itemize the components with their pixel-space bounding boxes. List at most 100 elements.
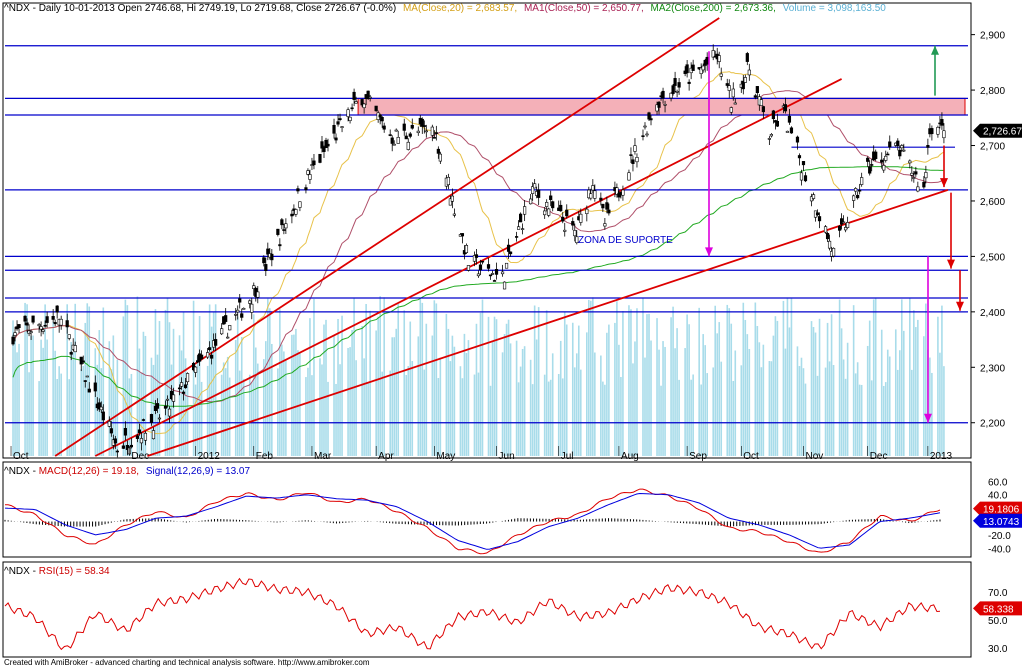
volume-bar (14, 337, 16, 456)
candle-body (645, 133, 649, 136)
volume-bar (463, 333, 466, 456)
candle-body (621, 189, 625, 196)
volume-bar (686, 314, 688, 456)
volume-bar (70, 341, 73, 456)
price-y-tick-label: 2,600 (980, 197, 1005, 208)
volume-bar (551, 353, 554, 456)
candle-body (523, 206, 527, 215)
volume-bar (770, 361, 773, 456)
volume-bar (802, 368, 805, 456)
magenta-down-arrow-2-head (924, 413, 932, 423)
candle-body (561, 216, 565, 222)
macd-header: ^NDX - MACD(12,26) = 19.18, Signal(12,26… (4, 466, 250, 477)
trend-line (147, 189, 949, 457)
volume-bar (142, 331, 145, 456)
volume-bar (760, 367, 763, 456)
volume-bar (431, 335, 434, 456)
candle-body (394, 129, 398, 132)
candle-body (755, 86, 759, 94)
volume-bar (579, 369, 582, 456)
candle-body (795, 136, 800, 143)
candle-body (306, 170, 310, 175)
candle-body (348, 116, 352, 121)
candle-body (382, 125, 386, 130)
volume-bar (283, 351, 285, 456)
candle-body (671, 85, 675, 94)
candle-body (753, 95, 757, 98)
candle-body (663, 103, 667, 106)
candle-body (51, 316, 55, 320)
volume-bar (872, 299, 875, 456)
candle-body (298, 201, 302, 208)
volume-bar (882, 385, 885, 456)
volume-bar (758, 342, 761, 456)
volume-bar (271, 343, 273, 456)
candle-body (930, 128, 934, 135)
candle-body (408, 133, 412, 137)
volume-bar (417, 336, 420, 456)
volume-bar (94, 348, 97, 456)
volume-bar (281, 344, 283, 456)
volume-bar (130, 373, 133, 456)
candle-body (801, 161, 806, 166)
candle-body (137, 429, 142, 434)
rsi-y-tick-label: 50.0 (988, 616, 1008, 627)
volume-bar (196, 356, 199, 456)
volume-bar (660, 385, 662, 456)
volume-bar (642, 298, 644, 456)
volume-bar (403, 310, 406, 456)
volume-bar (411, 361, 414, 456)
volume-bar (774, 316, 777, 456)
volume-bar (285, 359, 287, 456)
volume-bar (688, 324, 690, 456)
volume-bar (421, 302, 424, 456)
volume-bar (140, 372, 143, 456)
candle-body (336, 121, 340, 125)
volume-bar (716, 333, 719, 456)
volume-bar (768, 361, 771, 456)
volume-bar (30, 335, 32, 456)
volume-bar (186, 384, 189, 456)
volume-bar (491, 341, 494, 456)
candle-body (224, 315, 228, 322)
candle-body (852, 195, 856, 201)
volume-bar (531, 384, 534, 456)
candle-body (591, 185, 595, 191)
candle-body (643, 125, 647, 128)
volume-bar (475, 323, 478, 456)
candle-body (368, 96, 372, 99)
candle-body (374, 105, 378, 112)
candle-body (655, 104, 659, 112)
candle-body (478, 264, 483, 271)
candle-body (262, 257, 266, 264)
volume-bar (321, 364, 323, 456)
volume-bar (559, 340, 562, 456)
volume-bar (150, 357, 153, 456)
volume-bar (377, 316, 379, 456)
volume-bar (319, 358, 321, 456)
candle-body (191, 362, 196, 371)
candle-body (916, 186, 920, 192)
candle-body (238, 298, 242, 303)
volume-bar (830, 314, 833, 456)
candle-body (446, 176, 450, 186)
candle-body (352, 91, 356, 100)
volume-bar (690, 379, 692, 456)
volume-bar (523, 346, 526, 456)
candle-body (143, 432, 148, 441)
header-prefix: ^NDX - Daily 10-01-2013 Open 2746.68, Hi… (4, 3, 396, 14)
header-volume: Volume = 3,098,163.50 (783, 3, 887, 14)
candle-body (101, 411, 105, 421)
candle-body (705, 56, 709, 65)
x-tick-label: Mar (314, 451, 332, 462)
candle-body (811, 194, 816, 199)
candle-body (545, 202, 549, 207)
candle-body (73, 345, 77, 353)
candle-body (284, 223, 288, 229)
candle-body (29, 331, 33, 334)
volume-bar (915, 327, 917, 456)
volume-bar (608, 324, 610, 456)
volume-bar (698, 307, 700, 456)
candle-body (220, 328, 224, 335)
candle-body (936, 127, 940, 135)
